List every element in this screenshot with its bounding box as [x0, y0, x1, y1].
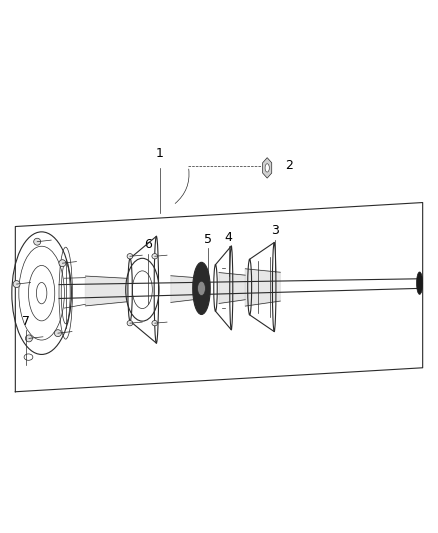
Ellipse shape [127, 254, 133, 259]
Text: 1: 1 [156, 147, 164, 160]
Text: 2: 2 [285, 159, 293, 172]
Ellipse shape [152, 320, 158, 326]
Ellipse shape [193, 262, 210, 314]
Ellipse shape [127, 320, 133, 326]
Text: 5: 5 [204, 233, 212, 246]
Ellipse shape [152, 254, 158, 259]
Ellipse shape [417, 272, 423, 294]
Text: 6: 6 [144, 238, 152, 251]
Polygon shape [219, 272, 245, 303]
Ellipse shape [265, 164, 269, 172]
Polygon shape [171, 276, 204, 302]
Ellipse shape [198, 281, 205, 296]
Ellipse shape [59, 260, 66, 266]
Text: 3: 3 [271, 224, 279, 237]
Polygon shape [245, 269, 280, 306]
Text: 7: 7 [22, 315, 30, 328]
Polygon shape [85, 276, 127, 306]
Ellipse shape [34, 238, 41, 245]
Ellipse shape [25, 335, 32, 342]
Ellipse shape [13, 280, 20, 287]
Ellipse shape [54, 330, 61, 337]
Text: 4: 4 [225, 231, 233, 244]
Polygon shape [263, 158, 272, 178]
